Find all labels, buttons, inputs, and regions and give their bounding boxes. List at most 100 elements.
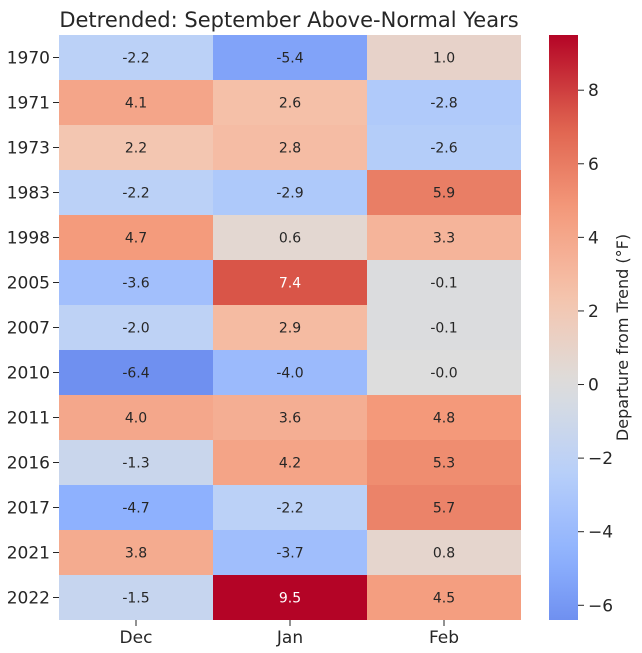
row-label: 1998: [7, 229, 50, 249]
cell-value-label: 5.7: [433, 501, 455, 517]
cell-value-label: 3.3: [433, 231, 455, 247]
cell-value-label: -2.8: [430, 96, 457, 112]
cell-value-label: 2.2: [125, 141, 147, 157]
cell-value-label: -1.3: [122, 456, 149, 472]
cell-value-label: 2.9: [279, 321, 301, 337]
cell-value-label: -1.5: [122, 591, 149, 607]
heatmap-cell: [59, 125, 213, 170]
cell-value-label: 2.6: [279, 96, 301, 112]
colorbar-tick-label: −2: [588, 449, 613, 469]
cell-value-label: 3.6: [279, 411, 301, 427]
row-label: 2011: [7, 409, 50, 429]
heatmap-cell: [367, 305, 521, 350]
cell-value-label: 4.8: [433, 411, 455, 427]
cell-value-label: -0.0: [430, 366, 457, 382]
heatmap-cell: [59, 80, 213, 125]
cell-value-label: 4.5: [433, 591, 455, 607]
cell-value-label: 4.2: [279, 456, 301, 472]
cell-value-label: 2.8: [279, 141, 301, 157]
heatmap-cell: [59, 530, 213, 575]
row-label: 2010: [7, 364, 50, 384]
heatmap-cells: -2.2 -5.4 1.0 4.1 2.6 -2.8 2.2 2.8 -2.6 -2.2 -2.9 5…: [59, 35, 521, 620]
colorbar-tick-label: 4: [588, 228, 599, 248]
heatmap-cell: [367, 485, 521, 530]
colorbar-label: Departure from Trend (°F): [613, 234, 632, 441]
cell-value-label: -2.2: [122, 51, 149, 67]
heatmap-cell: [367, 35, 521, 80]
row-label: 1973: [7, 139, 50, 159]
cell-value-label: 5.3: [433, 456, 455, 472]
cell-value-label: 4.1: [125, 96, 147, 112]
heatmap-cell: [367, 80, 521, 125]
colorbar-tick-label: −6: [588, 596, 613, 616]
colorbar-tick-label: 0: [588, 376, 599, 396]
cell-value-label: -6.4: [122, 366, 149, 382]
cell-value-label: -3.6: [122, 276, 149, 292]
column-label: Dec: [120, 628, 153, 648]
cell-value-label: -2.2: [276, 501, 303, 517]
cell-value-label: 3.8: [125, 546, 147, 562]
heatmap-cell: [59, 395, 213, 440]
heatmap-cell: [213, 125, 367, 170]
heatmap-cell: [367, 440, 521, 485]
heatmap-cell: [213, 305, 367, 350]
heatmap-cell: [213, 530, 367, 575]
row-label: 2005: [7, 274, 50, 294]
cell-value-label: 1.0: [433, 51, 455, 67]
heatmap-cell: [367, 170, 521, 215]
heatmap-cell: [213, 215, 367, 260]
cell-value-label: 0.8: [433, 546, 455, 562]
cell-value-label: -0.1: [430, 321, 457, 337]
heatmap-cell: [367, 395, 521, 440]
colorbar-tick-label: −4: [588, 523, 613, 543]
heatmap-cell: [59, 215, 213, 260]
heatmap-cell: [213, 440, 367, 485]
row-label: 2016: [7, 454, 50, 474]
heatmap-cell: [367, 125, 521, 170]
heatmap-cell: [213, 260, 367, 305]
row-labels: 1970 1971 1973 1983 1998 2005 2007 2010 2011 2016…: [7, 49, 59, 609]
cell-value-label: 5.9: [433, 186, 455, 202]
heatmap-cell: [367, 350, 521, 395]
heatmap-cell: [59, 260, 213, 305]
heatmap-cell: [59, 440, 213, 485]
row-label: 1971: [7, 94, 50, 114]
colorbar-tick-label: 6: [588, 155, 599, 175]
colorbar-tick-label: 2: [588, 302, 599, 322]
colorbar-ticks: −6 −4 −2 0 2 4 6 8: [578, 81, 613, 616]
row-label: 2021: [7, 544, 50, 564]
chart-title: Detrended: September Above-Normal Years: [59, 8, 518, 32]
colorbar-gradient: [549, 35, 578, 620]
row-label: 1970: [7, 49, 50, 69]
column-label: Jan: [276, 628, 303, 648]
cell-value-label: -4.0: [276, 366, 303, 382]
row-label: 2017: [7, 499, 50, 519]
heatmap-cell: [213, 170, 367, 215]
heatmap-cell: [213, 350, 367, 395]
heatmap-cell: [367, 215, 521, 260]
cell-value-label: 4.0: [125, 411, 147, 427]
cell-value-label: -2.0: [122, 321, 149, 337]
heatmap-cell: [59, 35, 213, 80]
cell-value-label: 9.5: [279, 591, 301, 607]
heatmap-cell: [59, 305, 213, 350]
heatmap-cell: [213, 485, 367, 530]
heatmap-cell: [213, 395, 367, 440]
cell-value-label: 4.7: [125, 231, 147, 247]
heatmap-cell: [213, 575, 367, 620]
cell-value-label: -4.7: [122, 501, 149, 517]
cell-value-label: -2.2: [122, 186, 149, 202]
heatmap-cell: [367, 575, 521, 620]
heatmap-cell: [59, 350, 213, 395]
colorbar: −6 −4 −2 0 2 4 6 8 Departure from Trend (°F): [549, 35, 632, 620]
cell-value-label: 0.6: [279, 231, 301, 247]
column-labels: Dec Jan Feb: [120, 620, 459, 648]
row-label: 2022: [7, 589, 50, 609]
heatmap-cell: [213, 80, 367, 125]
cell-value-label: -5.4: [276, 51, 303, 67]
row-label: 1983: [7, 184, 50, 204]
colorbar-tick-label: 8: [588, 81, 599, 101]
heatmap-cell: [367, 530, 521, 575]
cell-value-label: -2.6: [430, 141, 457, 157]
